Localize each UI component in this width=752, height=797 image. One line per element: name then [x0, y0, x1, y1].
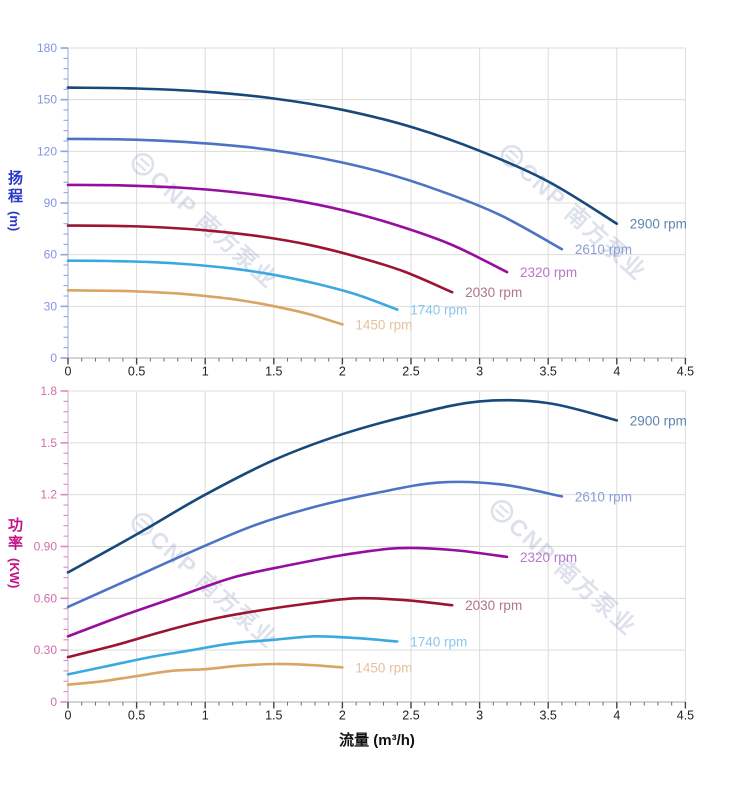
power-axis-title-text: 功率 — [6, 517, 23, 553]
watermark-logo-icon — [508, 149, 520, 159]
curve-label-1740-rpm: 1740 rpm — [410, 635, 467, 650]
watermark-logo-icon — [131, 513, 155, 536]
y-tick-label: 0.60 — [34, 591, 58, 605]
head-curve-chart: CNP 南方泵业 CNP 南方泵业 180 150 120 90 60 30 00 0.5 1 1.5… — [37, 41, 694, 379]
head-curve-chart-series-1740-rpm — [66, 259, 399, 311]
y-tick-label: 180 — [37, 41, 57, 55]
x-tick-label: 0 — [65, 365, 72, 379]
watermark-logo-icon — [139, 517, 151, 527]
watermark-logo-icon — [490, 500, 514, 523]
curve-label-2610-rpm: 2610 rpm — [575, 489, 632, 504]
x-tick-label: 1 — [202, 365, 209, 379]
watermark-logo-icon — [131, 153, 155, 176]
power-curve-chart-series-2320-rpm — [66, 546, 509, 638]
power-curve-chart-series-1740-rpm — [66, 634, 399, 676]
power-curve-chart-series-1450-rpm — [66, 662, 344, 687]
head-axis-title-text: 扬程 — [6, 170, 23, 206]
curve-label-2610-rpm: 2610 rpm — [575, 242, 632, 257]
curve-label-2900-rpm: 2900 rpm — [630, 413, 687, 428]
y-tick-label: 0 — [50, 351, 57, 365]
y-tick-label: 1.5 — [40, 436, 57, 450]
x-tick-label: 4.5 — [677, 709, 694, 723]
x-tick-label: 0.5 — [128, 365, 145, 379]
power-curve-chart-series-2900-rpm — [66, 398, 619, 574]
flow-axis-title: 流量 (m³/h) — [339, 732, 415, 749]
watermark-logo-icon — [498, 504, 510, 514]
curve-label-2030-rpm: 2030 rpm — [465, 285, 522, 300]
y-tick-label: 120 — [37, 144, 57, 158]
curve-label-2320-rpm: 2320 rpm — [520, 550, 577, 565]
watermark-logo-icon — [139, 157, 151, 167]
watermark-text: CNP 南方泵业 — [504, 512, 642, 640]
y-tick-label: 150 — [37, 93, 57, 107]
x-tick-label: 4 — [613, 365, 620, 379]
x-tick-label: 2 — [339, 365, 346, 379]
x-tick-label: 1.5 — [265, 709, 282, 723]
x-tick-label: 3 — [476, 365, 483, 379]
watermark: CNP 南方泵业 — [131, 513, 283, 654]
x-tick-label: 4 — [613, 709, 620, 723]
x-tick-label: 0.5 — [128, 709, 145, 723]
y-tick-label: 1.8 — [40, 384, 57, 398]
x-tick-label: 1.5 — [265, 365, 282, 379]
head-curve-chart-x-ticks — [67, 358, 687, 365]
x-tick-label: 3.5 — [540, 709, 557, 723]
y-tick-label: 90 — [44, 196, 58, 210]
y-tick-label: 30 — [44, 299, 58, 313]
watermark: CNP 南方泵业 — [500, 145, 652, 286]
head-curve-chart-gridlines — [68, 47, 686, 358]
x-tick-label: 1 — [202, 709, 209, 723]
x-tick-label: 3.5 — [540, 365, 557, 379]
watermark-logo-icon — [500, 145, 524, 168]
x-tick-label: 0 — [65, 709, 72, 723]
head-curve-chart-series-2030-rpm — [66, 224, 454, 294]
y-tick-label: 0 — [50, 695, 57, 709]
watermark-text: CNP 南方泵业 — [145, 525, 283, 653]
power-curve-chart: CNP 南方泵业 CNP 南方泵业 1.8 1.5 1.2 0.90 0.60 0.30 00 0… — [34, 384, 694, 723]
y-tick-label: 1.2 — [40, 488, 57, 502]
head-axis-title: 扬程 (m) — [6, 170, 23, 232]
power-curve-chart-y-ticks — [60, 390, 68, 703]
curve-label-1450-rpm: 1450 rpm — [355, 317, 412, 332]
y-tick-label: 0.90 — [34, 540, 58, 554]
watermark-logo-icon — [135, 161, 147, 172]
y-tick-label: 0.30 — [34, 643, 58, 657]
power-curve-chart-series-2030-rpm — [66, 596, 454, 659]
power-curve-chart-series-2610-rpm — [66, 480, 564, 609]
y-tick-label: 60 — [44, 248, 58, 262]
curve-label-1740-rpm: 1740 rpm — [410, 303, 467, 318]
watermark: CNP 南方泵业 — [490, 500, 642, 641]
head-curve-chart-series-2320-rpm — [66, 183, 509, 274]
x-tick-label: 4.5 — [677, 365, 694, 379]
x-tick-label: 3 — [476, 709, 483, 723]
curve-label-2900-rpm: 2900 rpm — [630, 217, 687, 232]
curve-label-2320-rpm: 2320 rpm — [520, 265, 577, 280]
curve-label-2030-rpm: 2030 rpm — [465, 598, 522, 613]
power-curve-chart-x-ticks — [67, 702, 687, 709]
head-axis-unit: (m) — [7, 211, 22, 232]
head-curve-chart-y-ticks — [60, 47, 68, 359]
watermark-text: CNP 南方泵业 — [145, 165, 283, 293]
watermark-logo-icon — [504, 153, 516, 164]
power-axis-unit: (KW) — [7, 558, 22, 589]
x-tick-label: 2.5 — [402, 709, 419, 723]
x-tick-label: 2 — [339, 709, 346, 723]
curve-label-1450-rpm: 1450 rpm — [355, 660, 412, 675]
head-curve-chart-series-2610-rpm — [66, 137, 564, 251]
head-curve-chart-series-2900-rpm — [66, 86, 619, 225]
watermark-logo-icon — [494, 508, 506, 519]
x-tick-label: 2.5 — [402, 365, 419, 379]
power-axis-title: 功率 (KW) — [6, 517, 23, 589]
head-curve-chart-series-1450-rpm — [66, 289, 344, 326]
